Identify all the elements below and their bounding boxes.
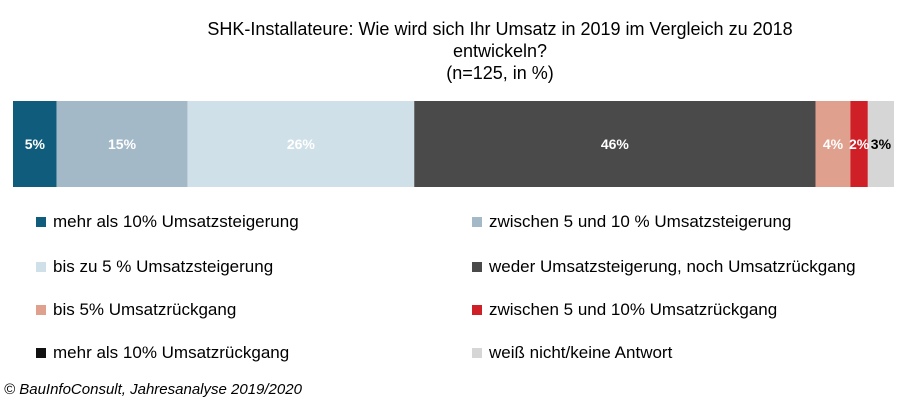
- legend-label-4: bis 5% Umsatzrückgang: [53, 300, 237, 319]
- data-label-5: 2%: [849, 136, 870, 152]
- copyright-footer: © BauInfoConsult, Jahresanalyse 2019/202…: [4, 381, 302, 398]
- data-label-7: 3%: [871, 136, 892, 152]
- legend-swatch-6: [36, 348, 46, 358]
- bar-labels: 5% 15% 26% 46% 4% 2% 3%: [25, 136, 892, 152]
- legend-swatch-4: [36, 305, 46, 315]
- bar-segment-1: [56, 101, 188, 187]
- legend-item-6: mehr als 10% Umsatzrückgang: [36, 343, 289, 363]
- legend-item-3: weder Umsatzsteigerung, noch Umsatzrückg…: [472, 257, 856, 277]
- legend-item-0: mehr als 10% Umsatzsteigerung: [36, 212, 299, 232]
- bar-segment-5: [850, 101, 868, 187]
- legend-item-4: bis 5% Umsatzrückgang: [36, 300, 236, 320]
- data-label-4: 4%: [823, 136, 844, 152]
- legend-swatch-1: [472, 217, 482, 227]
- chart-subtitle: (n=125, in %): [446, 63, 554, 83]
- chart-title-line1: SHK-Installateure: Wie wird sich Ihr Ums…: [207, 19, 793, 39]
- legend-label-3: weder Umsatzsteigerung, noch Umsatzrückg…: [489, 257, 856, 276]
- legend-label-7: weiß nicht/keine Antwort: [489, 343, 673, 362]
- legend-swatch-2: [36, 262, 46, 272]
- legend-label-2: bis zu 5 % Umsatzsteigerung: [53, 257, 274, 276]
- legend-item-2: bis zu 5 % Umsatzsteigerung: [36, 257, 273, 277]
- legend-item-1: zwischen 5 und 10 % Umsatzsteigerung: [472, 212, 791, 232]
- chart-title: SHK-Installateure: Wie wird sich Ihr Ums…: [120, 18, 880, 84]
- legend-swatch-5: [472, 305, 482, 315]
- bar-segment-7: [867, 101, 894, 187]
- bar-segment-3: [414, 101, 816, 187]
- bar-segment-4: [815, 101, 851, 187]
- data-label-3: 46%: [601, 136, 630, 152]
- legend-label-6: mehr als 10% Umsatzrückgang: [53, 343, 290, 362]
- data-label-1: 15%: [108, 136, 137, 152]
- legend-label-5: zwischen 5 und 10% Umsatzrückgang: [489, 300, 778, 319]
- legend-swatch-7: [472, 348, 482, 358]
- legend-item-7: weiß nicht/keine Antwort: [472, 343, 672, 363]
- bar-segment-0: [13, 101, 57, 187]
- legend-label-0: mehr als 10% Umsatzsteigerung: [53, 212, 299, 231]
- data-label-0: 5%: [25, 136, 46, 152]
- bar-segments: [13, 101, 894, 187]
- stacked-bar-chart: 5% 15% 26% 46% 4% 2% 3%: [13, 101, 894, 187]
- legend-item-5: zwischen 5 und 10% Umsatzrückgang: [472, 300, 777, 320]
- bar-segment-2: [187, 101, 415, 187]
- chart-title-line2: entwickeln?: [452, 41, 548, 61]
- legend-swatch-3: [472, 262, 482, 272]
- legend-swatch-0: [36, 217, 46, 227]
- data-label-2: 26%: [287, 136, 316, 152]
- legend-label-1: zwischen 5 und 10 % Umsatzsteigerung: [489, 212, 792, 231]
